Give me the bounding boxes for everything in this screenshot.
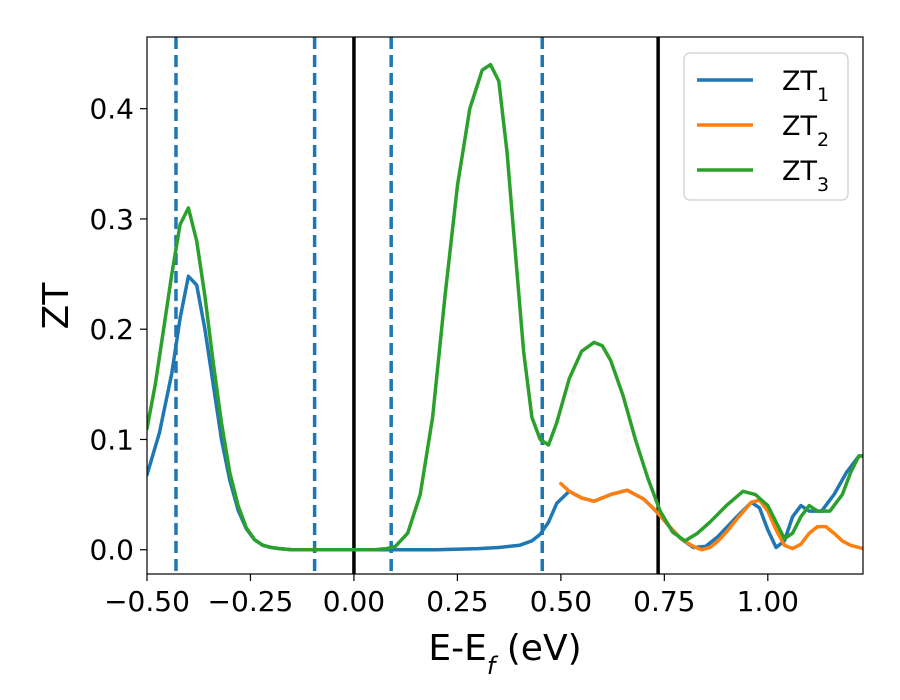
- x-tick-label: −0.50: [104, 585, 190, 618]
- series-line-3: [147, 62, 863, 552]
- y-tick-label: 0.4: [89, 93, 134, 126]
- x-axis-label: E-Ef (eV): [428, 628, 581, 680]
- reference-lines: [174, 37, 660, 574]
- data-series: [147, 62, 863, 552]
- x-axis: −0.50 −0.25 0.00 0.25 0.50 0.75 1.00: [104, 574, 799, 618]
- y-tick-label: 0.2: [89, 313, 134, 346]
- x-tick-label: 0.00: [323, 585, 385, 618]
- series-line-2: [559, 481, 863, 552]
- y-axis: 0.0 0.1 0.2 0.3 0.4: [89, 93, 147, 567]
- y-axis-label: ZT: [36, 282, 77, 330]
- plot-frame: [146, 36, 864, 575]
- y-tick-label: 0.3: [89, 203, 134, 236]
- x-tick-label: 0.50: [530, 585, 592, 618]
- x-tick-label: 0.75: [633, 585, 695, 618]
- x-tick-label: −0.25: [208, 585, 294, 618]
- y-tick-label: 0.1: [89, 423, 134, 456]
- x-tick-label: 1.00: [737, 585, 799, 618]
- x-tick-label: 0.25: [426, 585, 488, 618]
- y-tick-label: 0.0: [89, 534, 134, 567]
- legend-box: [683, 52, 849, 201]
